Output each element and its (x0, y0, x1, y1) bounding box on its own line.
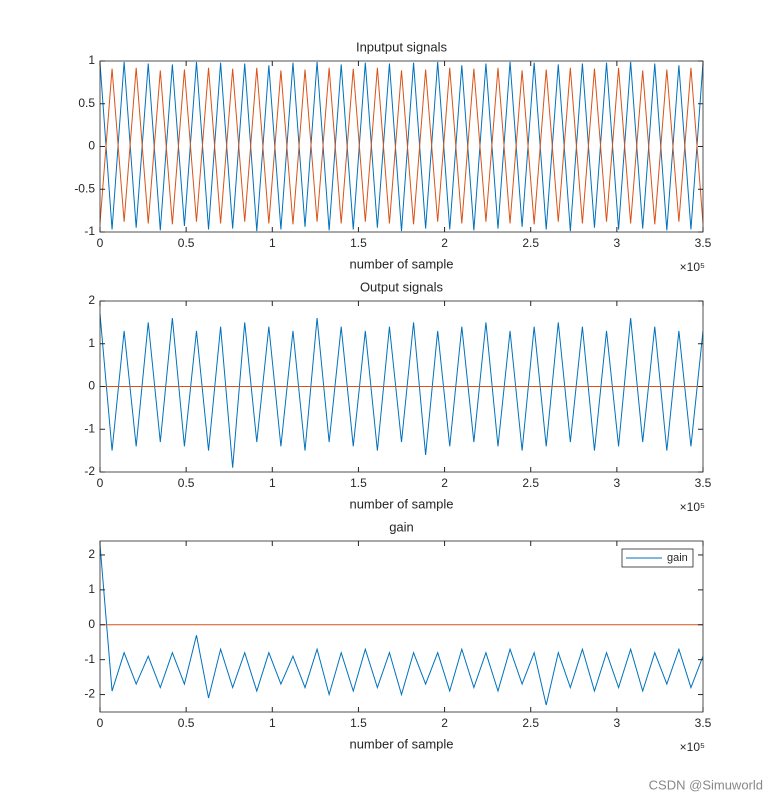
x-exponent: ×10⁵ (680, 500, 705, 514)
signal-line (100, 67, 703, 225)
x-tick-label: 0.5 (178, 476, 195, 490)
x-tick-label: 0.5 (178, 236, 195, 250)
y-tick-label: 2 (88, 293, 95, 307)
legend-label: gain (667, 552, 688, 564)
x-tick-label: 3 (614, 236, 621, 250)
x-axis-label: number of sample (349, 496, 453, 511)
x-tick-label: 0 (97, 476, 104, 490)
chart-title: gain (389, 519, 414, 534)
x-tick-label: 3 (614, 716, 621, 730)
axes-box (99, 540, 704, 713)
x-exponent: ×10⁵ (680, 260, 705, 274)
y-tick-label: -2 (84, 464, 95, 478)
y-tick-label: -1 (84, 652, 95, 666)
x-tick-label: 0 (97, 716, 104, 730)
y-tick-label: 1 (88, 336, 95, 350)
y-tick-label: 0 (88, 139, 95, 153)
y-tick-label: -1 (84, 421, 95, 435)
y-tick-label: 2 (88, 547, 95, 561)
x-tick-label: 2 (441, 236, 448, 250)
x-tick-label: 1.5 (350, 716, 367, 730)
x-axis-label: number of sample (349, 736, 453, 751)
x-tick-label: 0 (97, 236, 104, 250)
x-tick-label: 3.5 (695, 716, 712, 730)
x-exponent: ×10⁵ (680, 740, 705, 754)
x-tick-label: 1.5 (350, 236, 367, 250)
y-tick-label: -2 (84, 687, 95, 701)
y-tick-label: 0 (88, 379, 95, 393)
x-tick-label: 1.5 (350, 476, 367, 490)
y-tick-label: 1 (88, 53, 95, 67)
x-tick-label: 1 (269, 476, 276, 490)
plot-area (100, 61, 703, 232)
x-tick-label: 2.5 (522, 236, 539, 250)
x-tick-label: 1 (269, 716, 276, 730)
y-tick-label: 1 (88, 582, 95, 596)
signal-line (100, 61, 703, 232)
chart-title: Output signals (360, 279, 444, 294)
signal-line (100, 544, 703, 706)
x-tick-label: 2 (441, 476, 448, 490)
y-tick-label: 0 (88, 617, 95, 631)
chart-title: Inputput signals (356, 39, 448, 54)
plot-area (100, 541, 703, 712)
x-tick-label: 1 (269, 236, 276, 250)
signal-line (100, 313, 703, 468)
watermark: CSDN @Simuworld (649, 777, 763, 792)
x-tick-label: 3 (614, 476, 621, 490)
x-tick-label: 2 (441, 716, 448, 730)
y-tick-label: 0.5 (78, 96, 95, 110)
x-tick-label: 0.5 (178, 716, 195, 730)
y-tick-label: -1 (84, 224, 95, 238)
x-tick-label: 3.5 (695, 236, 712, 250)
x-axis-label: number of sample (349, 256, 453, 271)
y-tick-label: -0.5 (74, 181, 95, 195)
x-tick-label: 2.5 (522, 476, 539, 490)
x-tick-label: 2.5 (522, 716, 539, 730)
x-tick-label: 3.5 (695, 476, 712, 490)
